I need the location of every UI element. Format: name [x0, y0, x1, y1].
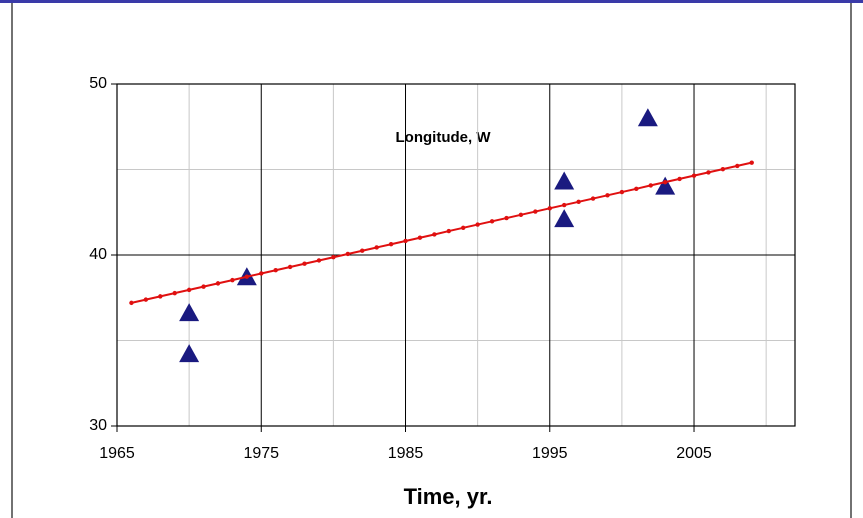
plot-area	[116, 83, 796, 427]
line-point	[677, 176, 682, 182]
triangle-marker	[554, 171, 575, 190]
line-point	[287, 264, 293, 270]
trend-line	[131, 161, 752, 304]
line-point	[259, 271, 264, 276]
line-point	[403, 238, 408, 244]
line-point	[417, 235, 423, 240]
line-point	[662, 179, 668, 185]
x-tick-label: 1995	[532, 445, 568, 462]
y-tick-label: 50	[89, 75, 107, 92]
x-tick-label: 2005	[676, 445, 712, 462]
line-point	[244, 274, 250, 279]
line-point	[172, 290, 177, 296]
line-point	[388, 242, 394, 247]
top-border	[0, 0, 863, 3]
line-point	[605, 193, 610, 198]
line-point	[186, 287, 192, 293]
line-point	[691, 173, 697, 178]
line-point	[590, 196, 596, 201]
line-point	[518, 212, 524, 218]
x-tick-label: 1985	[388, 445, 424, 462]
line-point	[230, 277, 235, 283]
line-point	[143, 297, 149, 302]
line-point	[720, 166, 726, 172]
line-point	[360, 248, 365, 253]
line-point	[316, 258, 322, 263]
line-point	[706, 170, 711, 175]
line-point	[547, 206, 552, 211]
triangle-marker	[554, 209, 575, 228]
line-point	[331, 255, 336, 260]
line-point	[504, 215, 509, 221]
line-point	[215, 281, 221, 286]
line-point	[201, 284, 206, 289]
x-tick-label: 1975	[243, 445, 279, 462]
line-point	[374, 245, 379, 250]
line-point	[489, 219, 495, 224]
x-axis-title: Time, yr.	[404, 484, 493, 509]
line-point	[561, 202, 567, 208]
line-point	[273, 268, 278, 273]
line-point	[129, 300, 134, 306]
triangle-marker	[179, 344, 200, 363]
annotation: Longitude, W	[396, 129, 492, 146]
line-point	[634, 186, 639, 192]
line-point	[475, 222, 480, 227]
triangle-marker	[637, 108, 658, 127]
line-point	[735, 163, 740, 169]
y-tick-label: 30	[89, 417, 107, 434]
x-tick-label: 1965	[99, 445, 135, 462]
line-point	[749, 160, 754, 165]
line-point	[648, 183, 653, 188]
line-point	[432, 232, 437, 237]
triangle-marker	[179, 303, 200, 322]
line-point	[576, 199, 581, 205]
line-point	[302, 261, 307, 266]
triangle-marker	[655, 176, 676, 195]
line-point	[345, 251, 351, 257]
line-point	[533, 209, 538, 214]
line-point	[158, 294, 163, 299]
line-point	[619, 189, 625, 195]
y-tick-label: 40	[89, 246, 107, 263]
line-point	[446, 228, 451, 234]
line-point	[461, 225, 466, 231]
